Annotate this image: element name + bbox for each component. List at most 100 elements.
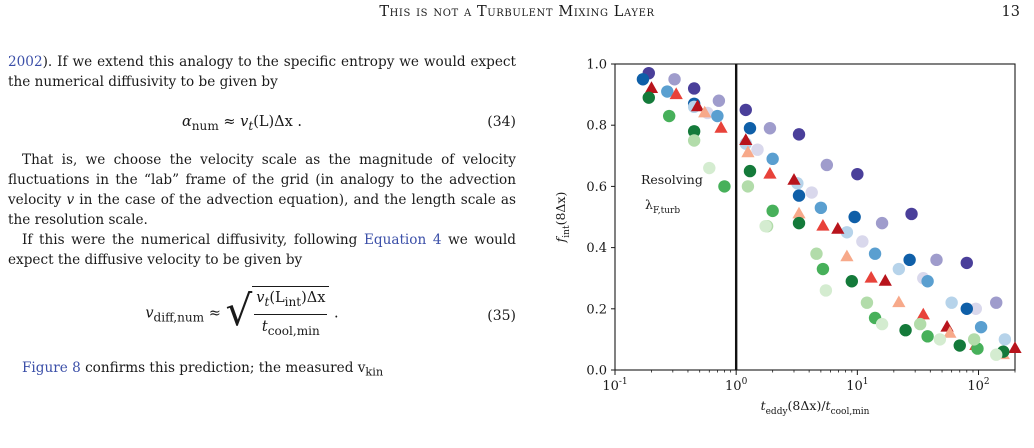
data-point-circle <box>840 226 854 239</box>
eq-subscript: cool,min <box>267 323 320 338</box>
eq-text: . <box>329 305 339 322</box>
data-point-circle <box>903 253 916 267</box>
data-point-circle <box>687 134 701 147</box>
data-point-circle <box>967 333 981 346</box>
data-point-circle <box>703 161 716 175</box>
data-point-circle <box>662 109 676 123</box>
data-point-circle <box>875 216 889 230</box>
data-point-circle <box>892 262 906 276</box>
paragraph-text: we would expect the diffusive velocity t… <box>8 232 516 268</box>
y-tick-label: 1.0 <box>586 58 607 73</box>
data-point-triangle <box>878 274 892 286</box>
data-point-circle <box>848 210 861 224</box>
data-point-circle <box>921 275 934 288</box>
plot-frame <box>614 63 1016 371</box>
data-point-circle <box>687 82 701 95</box>
eq-symbol: v <box>145 305 154 322</box>
data-point-circle <box>990 348 1003 361</box>
annotation-label: Resolving <box>641 172 703 187</box>
data-point-circle <box>960 302 973 315</box>
data-point-circle <box>998 333 1012 346</box>
data-point-circle <box>751 143 764 156</box>
page-crop <box>0 442 520 448</box>
data-point-circle <box>921 330 934 343</box>
data-point-circle <box>960 256 973 270</box>
data-point-triangle <box>831 222 845 234</box>
paragraph: Figure 8 confirms this prediction; the m… <box>8 358 516 382</box>
data-point-circle <box>820 158 834 172</box>
paragraph: If this were the numerical diffusivity, … <box>8 230 516 270</box>
data-point-circle <box>875 317 889 331</box>
figure-8: 0.0 0.2 0.4 0.6 0.8 1.0 10-1 100 101 102 Resolving… <box>528 42 1028 442</box>
data-point-circle <box>636 73 650 86</box>
data-point-circle <box>766 204 779 218</box>
sqrt-body: vt(Lint)Δx tcool,min <box>252 286 330 341</box>
data-point-circle <box>816 262 830 276</box>
x-tick-label: 101 <box>846 377 868 394</box>
eq-subscript: t <box>248 118 254 133</box>
data-point-circle <box>913 317 927 331</box>
data-point-circle <box>930 253 943 267</box>
x-tick-label: 100 <box>725 377 748 394</box>
data-point-triangle <box>1008 341 1022 354</box>
data-point-circle <box>741 180 755 193</box>
paragraph: 2002). If we extend this analogy to the … <box>8 52 516 92</box>
data-point-circle <box>718 180 731 193</box>
data-point-circle <box>792 189 806 202</box>
fraction-numerator: vt(Lint)Δx <box>254 288 328 315</box>
data-point-triangle <box>916 307 930 320</box>
y-tick-label: 0.8 <box>586 119 607 134</box>
paragraph-text: ). If we extend this analogy to the spec… <box>8 54 516 90</box>
y-axis-label: fint(8Δx) <box>553 192 572 244</box>
eq-text: )Δx <box>301 290 326 306</box>
data-point-circle <box>642 91 655 104</box>
data-point-circle <box>743 164 757 178</box>
data-point-circle <box>792 128 806 141</box>
data-point-circle <box>868 247 882 260</box>
figure-link[interactable]: Figure 8 <box>22 360 81 376</box>
data-point-circle <box>969 302 983 315</box>
data-point-circle <box>814 201 828 215</box>
inline-math: v <box>66 192 75 208</box>
data-point-triangle <box>816 218 830 231</box>
fraction-denominator: tcool,min <box>254 315 327 341</box>
eq-symbol: v <box>256 290 265 306</box>
equation-link[interactable]: Equation 4 <box>363 232 442 248</box>
citation-link[interactable]: 2002 <box>8 54 43 70</box>
running-head: This is not a Turbulent Mixing Layer 13 <box>0 2 1034 24</box>
equation-body: vdiff,num ≈ √ vt(Lint)Δx tcool,min . <box>8 286 476 341</box>
data-point-triangle <box>763 166 777 179</box>
data-point-triangle <box>792 206 806 219</box>
data-point-triangle <box>892 295 906 308</box>
paragraph: That is, we choose the velocity scale as… <box>8 150 516 230</box>
data-point-circle <box>953 339 966 352</box>
data-point-circle <box>860 296 874 309</box>
data-point-circle <box>905 207 918 221</box>
eq-symbol: t <box>261 318 268 335</box>
eq-subscript: num <box>191 118 219 133</box>
data-point-circle <box>810 247 823 260</box>
data-point-circle <box>766 152 779 166</box>
data-point-circle <box>945 296 958 309</box>
scatter-chart: 0.0 0.2 0.4 0.6 0.8 1.0 10-1 100 101 102 Resolving… <box>553 58 1022 417</box>
paragraph-text: If this were the numerical diffusivity, … <box>22 232 364 248</box>
equation-35: vdiff,num ≈ √ vt(Lint)Δx tcool,min . (35) <box>8 284 516 344</box>
sqrt-sign: √ <box>225 286 253 336</box>
data-point-triangle <box>864 271 878 283</box>
data-point-circle <box>845 275 859 288</box>
data-point-triangle <box>690 99 705 112</box>
data-point-circle <box>739 103 752 117</box>
data-point-circle <box>819 284 833 297</box>
fraction: vt(Lint)Δx tcool,min <box>254 288 328 341</box>
eq-text: (L)Δx . <box>253 114 303 130</box>
data-point-circle <box>687 125 701 138</box>
y-tick-label: 0.6 <box>586 180 607 195</box>
eq-subscript: int <box>284 294 302 309</box>
eq-symbol: α <box>181 114 192 130</box>
data-point-circle <box>899 324 912 337</box>
eq-symbol: v <box>240 114 249 130</box>
equation-34: αnum ≈ vt(L)Δx . (34) <box>8 104 516 140</box>
eq-subscript: t <box>264 294 270 309</box>
paragraph-text: That is, we choose the velocity scale as… <box>8 152 516 208</box>
data-point-triangle <box>669 87 683 100</box>
